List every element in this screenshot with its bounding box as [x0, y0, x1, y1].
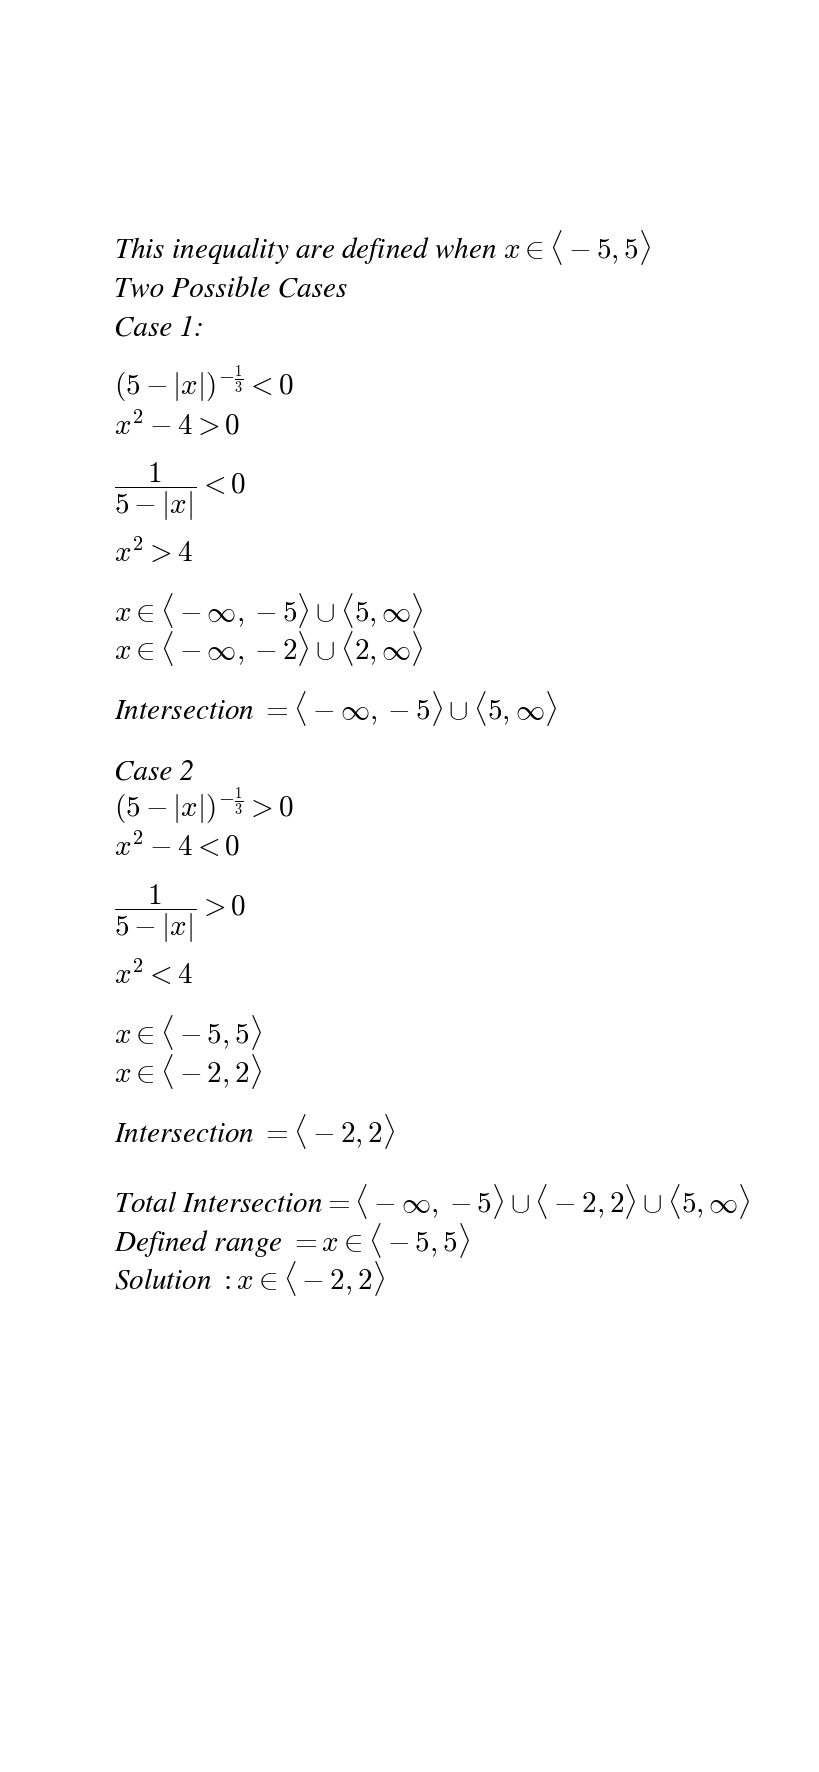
Text: $x\in\langle-\infty,-5\rangle\cup\langle5,\infty\rangle$: $x\in\langle-\infty,-5\rangle\cup\langle… — [114, 590, 423, 629]
Text: Case 2: Case 2 — [114, 758, 194, 785]
Text: $\dfrac{1}{5-|x|}<0$: $\dfrac{1}{5-|x|}<0$ — [114, 461, 246, 523]
Text: $x\in\langle-2,2\rangle$: $x\in\langle-2,2\rangle$ — [114, 1053, 262, 1092]
Text: $x^2-4>0$: $x^2-4>0$ — [114, 411, 240, 439]
Text: Defined range $= x\in\langle-5,5\rangle$: Defined range $= x\in\langle-5,5\rangle$ — [114, 1221, 469, 1260]
Text: $x^2-4<0$: $x^2-4<0$ — [114, 833, 240, 863]
Text: $(5-|x|)^{-\frac{1}{3}}>0$: $(5-|x|)^{-\frac{1}{3}}>0$ — [114, 787, 293, 828]
Text: Intersection $=\langle-2,2\rangle$: Intersection $=\langle-2,2\rangle$ — [114, 1111, 395, 1150]
Text: Case 1:: Case 1: — [114, 315, 204, 342]
Text: Intersection $=\langle-\infty,-5\rangle\cup\langle5,\infty\rangle$: Intersection $=\langle-\infty,-5\rangle\… — [114, 689, 556, 728]
Text: $x^2<4$: $x^2<4$ — [114, 960, 192, 991]
Text: $(5-|x|)^{-\frac{1}{3}}<0$: $(5-|x|)^{-\frac{1}{3}}<0$ — [114, 363, 293, 406]
Text: $x^2>4$: $x^2>4$ — [114, 539, 192, 567]
Text: This inequality are defined when $x\in\langle-5,5\rangle$: This inequality are defined when $x\in\l… — [114, 229, 650, 268]
Text: $\dfrac{1}{5-|x|}>0$: $\dfrac{1}{5-|x|}>0$ — [114, 882, 246, 944]
Text: Total Intersection$=\langle-\infty,-5\rangle\cup\langle-2,2\rangle\cup\langle5,\: Total Intersection$=\langle-\infty,-5\ra… — [114, 1182, 750, 1221]
Text: Solution $: x\in\langle-2,2\rangle$: Solution $: x\in\langle-2,2\rangle$ — [114, 1260, 384, 1299]
Text: Two Possible Cases: Two Possible Cases — [114, 276, 346, 303]
Text: $x\in\langle-\infty,-2\rangle\cup\langle2,\infty\rangle$: $x\in\langle-\infty,-2\rangle\cup\langle… — [114, 629, 423, 668]
Text: $x\in\langle-5,5\rangle$: $x\in\langle-5,5\rangle$ — [114, 1014, 262, 1053]
